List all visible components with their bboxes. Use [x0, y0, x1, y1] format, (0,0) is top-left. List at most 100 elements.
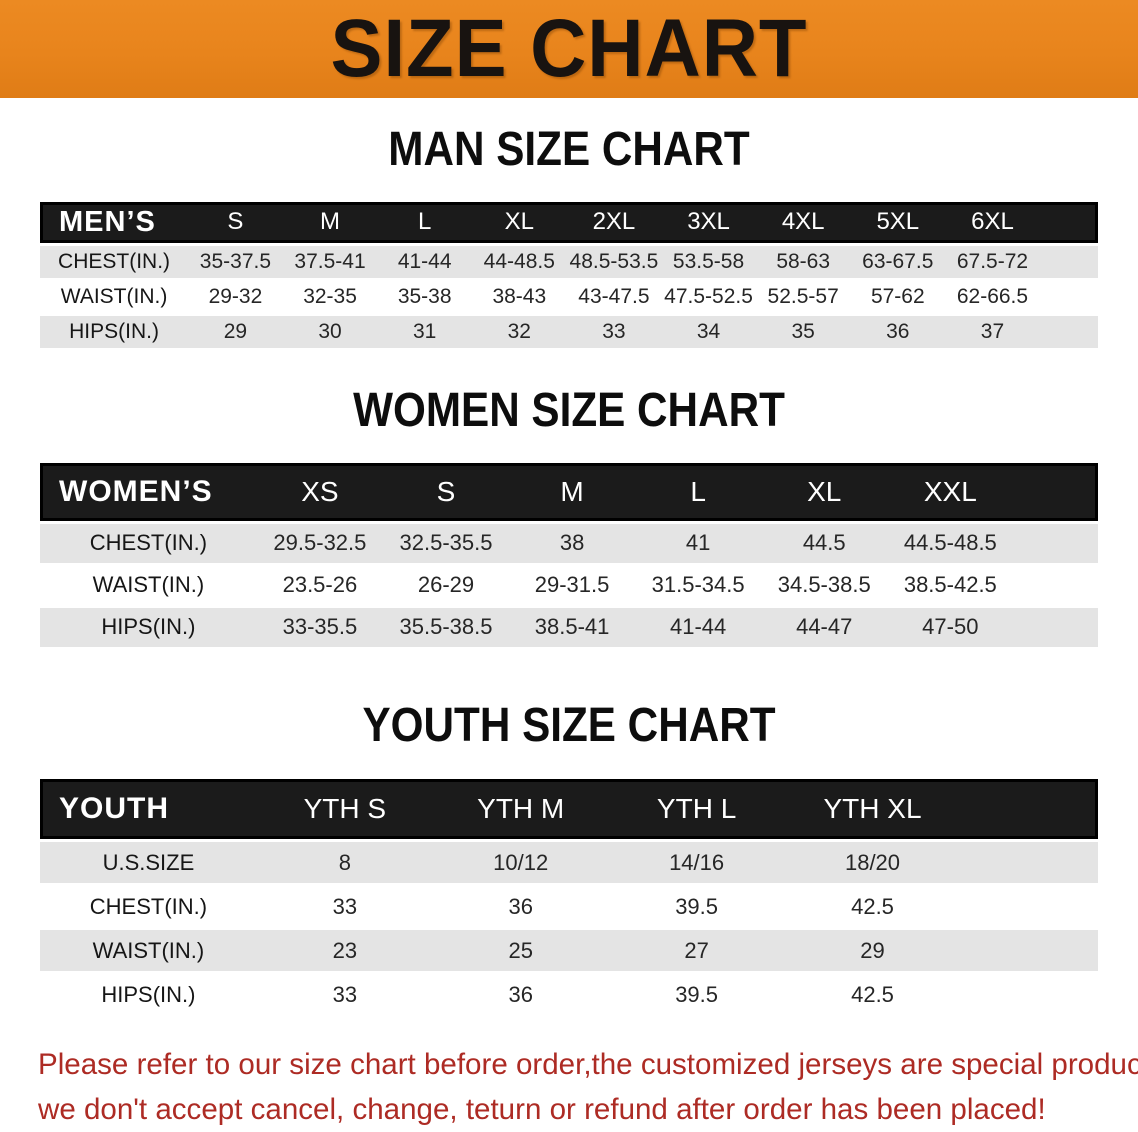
- size-value-cell: 44.5-48.5: [887, 523, 1014, 563]
- size-column-header: 2XL: [566, 201, 662, 243]
- size-value-cell: 44.5: [761, 523, 888, 563]
- men-size-table: MEN’S S M L XL 2XL 3XL 4XL 5XL 6XL CHEST(IN.) 35-37…: [40, 199, 1098, 351]
- size-value-cell: 62-66.5: [945, 280, 1040, 313]
- size-value-cell: 25: [432, 930, 609, 972]
- size-value-cell: 35-37.5: [188, 245, 283, 278]
- row-spacer: [1013, 565, 1098, 605]
- measurement-row: CHEST(IN.) 35-37.5 37.5-41 41-44 44-48.5 48.5…: [40, 245, 1098, 278]
- size-value-cell: 10/12: [432, 842, 609, 884]
- size-value-cell: 44-48.5: [471, 245, 567, 278]
- measurement-row: U.S.SIZE 8 10/12 14/16 18/20: [40, 842, 1098, 884]
- measurement-row: CHEST(IN.) 33 36 39.5 42.5: [40, 886, 1098, 928]
- size-value-cell: 23: [256, 930, 433, 972]
- table-header-row: MEN’S S M L XL 2XL 3XL 4XL 5XL 6XL: [40, 201, 1098, 243]
- youth-chart-heading: YOUTH SIZE CHART: [362, 698, 776, 752]
- size-value-cell: 29.5-32.5: [256, 523, 383, 563]
- size-value-cell: 29: [784, 930, 961, 972]
- size-value-cell: 14/16: [608, 842, 785, 884]
- header-spacer: [1013, 462, 1098, 521]
- measurement-row-label: U.S.SIZE: [40, 842, 257, 884]
- size-value-cell: 47.5-52.5: [661, 280, 756, 313]
- banner: SIZE CHART: [0, 0, 1138, 98]
- size-value-cell: 42.5: [784, 974, 961, 1016]
- measurement-row: HIPS(IN.) 29 30 31 32 33 34 35 36 37: [40, 315, 1098, 348]
- row-spacer: [960, 930, 1098, 972]
- women-chart-heading: WOMEN SIZE CHART: [353, 383, 785, 437]
- size-value-cell: 67.5-72: [945, 245, 1040, 278]
- size-value-cell: 42.5: [784, 886, 961, 928]
- size-value-cell: 53.5-58: [661, 245, 756, 278]
- size-value-cell: 33-35.5: [256, 607, 383, 647]
- size-column-header: S: [188, 201, 283, 243]
- youth-size-chart-section: YOUTH SIZE CHART YOUTH YTH S YTH M YTH L YTH…: [0, 698, 1138, 1019]
- size-value-cell: 48.5-53.5: [566, 245, 662, 278]
- size-value-cell: 26-29: [382, 565, 510, 605]
- size-value-cell: 44-47: [761, 607, 888, 647]
- size-column-header: YTH S: [256, 779, 433, 840]
- women-size-table: WOMEN’S XS S M L XL XXL CHEST(IN.) 29.5-32.5 32.5…: [40, 460, 1098, 650]
- size-value-cell: 35-38: [377, 280, 472, 313]
- header-spacer: [960, 779, 1098, 840]
- size-value-cell: 52.5-57: [755, 280, 851, 313]
- size-value-cell: 32.5-35.5: [382, 523, 510, 563]
- table-corner-label: MEN’S: [40, 201, 189, 243]
- row-spacer: [1039, 315, 1098, 348]
- row-spacer: [960, 886, 1098, 928]
- size-value-cell: 34: [661, 315, 756, 348]
- size-column-header: XL: [761, 462, 888, 521]
- header-spacer: [1039, 201, 1098, 243]
- size-value-cell: 37: [945, 315, 1040, 348]
- youth-size-table: YOUTH YTH S YTH M YTH L YTH XL U.S.SIZE 8 10/12…: [40, 776, 1098, 1018]
- men-size-chart-section: MAN SIZE CHART MEN’S S M L XL 2XL 3XL 4XL 5XL 6XL…: [0, 123, 1138, 351]
- size-value-cell: 31: [377, 315, 472, 348]
- measurement-row-label: CHEST(IN.): [40, 245, 189, 278]
- measurement-row: HIPS(IN.) 33 36 39.5 42.5: [40, 974, 1098, 1016]
- size-column-header: S: [382, 462, 510, 521]
- size-value-cell: 39.5: [608, 886, 785, 928]
- measurement-row: CHEST(IN.) 29.5-32.5 32.5-35.5 38 41 44.5 44.5…: [40, 523, 1098, 563]
- measurement-row-label: CHEST(IN.): [40, 886, 257, 928]
- row-spacer: [1039, 245, 1098, 278]
- men-chart-heading: MAN SIZE CHART: [388, 123, 750, 176]
- row-spacer: [1039, 280, 1098, 313]
- measurement-row-label: HIPS(IN.): [40, 607, 257, 647]
- size-column-header: L: [377, 201, 472, 243]
- size-value-cell: 36: [432, 886, 609, 928]
- measurement-row-label: CHEST(IN.): [40, 523, 257, 563]
- size-column-header: YTH XL: [784, 779, 961, 840]
- measurement-row: WAIST(IN.) 23.5-26 26-29 29-31.5 31.5-34.5 34…: [40, 565, 1098, 605]
- size-column-header: M: [282, 201, 378, 243]
- size-value-cell: 38-43: [471, 280, 567, 313]
- size-value-cell: 29: [188, 315, 283, 348]
- row-spacer: [1013, 607, 1098, 647]
- size-value-cell: 63-67.5: [850, 245, 946, 278]
- size-value-cell: 34.5-38.5: [761, 565, 888, 605]
- size-column-header: YTH M: [432, 779, 609, 840]
- row-spacer: [1013, 523, 1098, 563]
- women-size-chart-section: WOMEN SIZE CHART WOMEN’S XS S M L XL XXL CHEST(…: [0, 383, 1138, 650]
- size-value-cell: 38.5-41: [509, 607, 636, 647]
- size-value-cell: 31.5-34.5: [635, 565, 762, 605]
- size-value-cell: 43-47.5: [566, 280, 662, 313]
- size-value-cell: 33: [256, 974, 433, 1016]
- size-value-cell: 36: [432, 974, 609, 1016]
- size-column-header: L: [635, 462, 762, 521]
- measurement-row-label: HIPS(IN.): [40, 974, 257, 1016]
- size-value-cell: 18/20: [784, 842, 961, 884]
- size-column-header: 3XL: [661, 201, 756, 243]
- size-value-cell: 58-63: [755, 245, 851, 278]
- size-value-cell: 33: [256, 886, 433, 928]
- size-value-cell: 57-62: [850, 280, 946, 313]
- size-value-cell: 29-31.5: [509, 565, 636, 605]
- size-value-cell: 37.5-41: [282, 245, 378, 278]
- size-column-header: XXL: [887, 462, 1014, 521]
- table-corner-label: WOMEN’S: [40, 462, 257, 521]
- size-value-cell: 8: [256, 842, 433, 884]
- measurement-row-label: WAIST(IN.): [40, 930, 257, 972]
- row-spacer: [960, 974, 1098, 1016]
- size-value-cell: 41-44: [635, 607, 762, 647]
- size-column-header: YTH L: [608, 779, 785, 840]
- disclaimer-line-2: we don't accept cancel, change, teturn o…: [38, 1093, 1046, 1127]
- row-spacer: [960, 842, 1098, 884]
- measurement-row-label: WAIST(IN.): [40, 280, 189, 313]
